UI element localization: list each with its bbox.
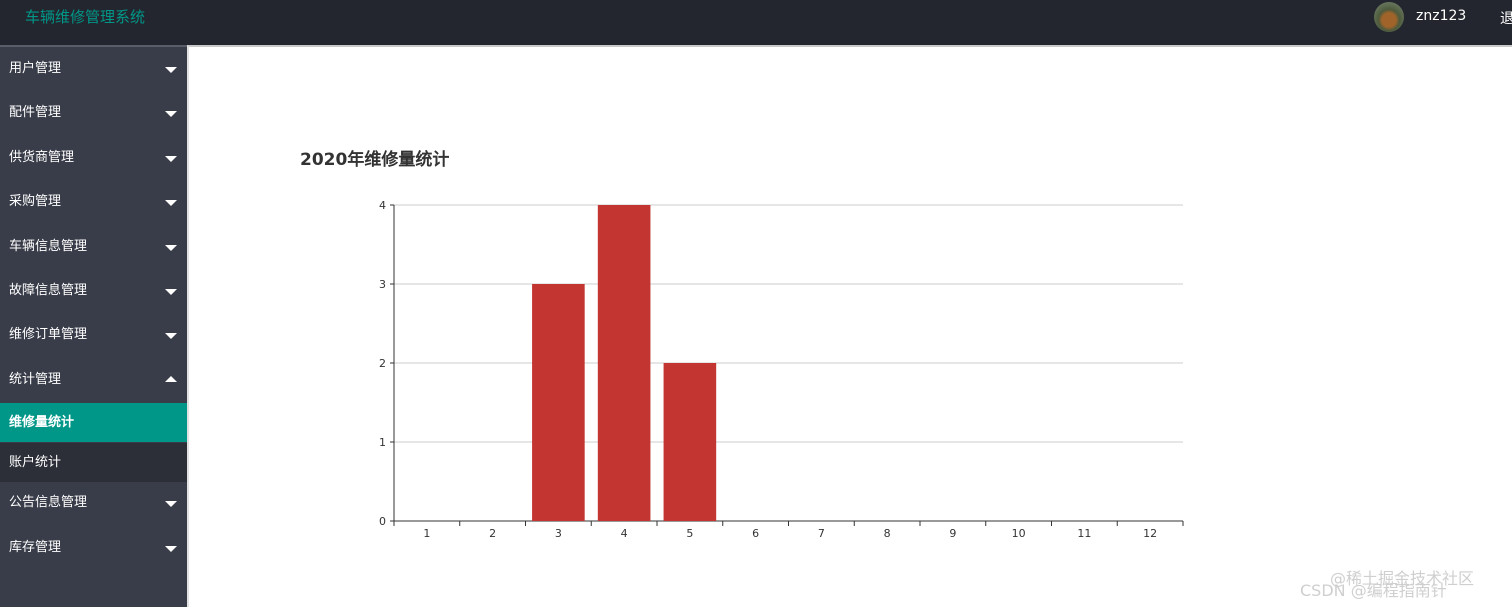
y-tick-label: 3 [379, 278, 386, 291]
menu-label: 统计管理 [9, 371, 62, 387]
menu-label: 采购管理 [9, 194, 62, 210]
x-tick-label: 2 [489, 527, 496, 540]
menu-label: 公告信息管理 [9, 495, 88, 511]
menu-label: 库存管理 [9, 539, 62, 555]
menu-arrow [165, 289, 177, 295]
menu-item[interactable]: 供货商管理 [0, 138, 187, 178]
menu-item[interactable]: 车辆信息管理 [0, 227, 187, 267]
menu-item[interactable]: 采购管理 [0, 182, 187, 222]
bar [597, 205, 651, 521]
content: 2020年维修量统计 0 1 2 3 4 1 2 3 4 5 6 7 8 9 10 11 12 [187, 45, 1512, 607]
submenu-item[interactable]: 账户统计 [0, 442, 187, 482]
menu-arrow [165, 375, 177, 382]
menu-arrow [165, 200, 177, 207]
y-tick-label: 0 [379, 515, 386, 528]
logout-link[interactable]: 退 [1500, 11, 1512, 27]
menu-label: 供货商管理 [9, 149, 75, 165]
menu-arrow [165, 545, 177, 552]
menu-label: 故障信息管理 [9, 283, 88, 298]
bar [532, 284, 585, 521]
chart-title: 2020年维修量统计 [300, 149, 449, 170]
menu-item[interactable]: 公告信息管理 [0, 483, 187, 523]
x-tick-label: 6 [752, 527, 759, 540]
menu-item[interactable]: 统计管理 [0, 360, 187, 400]
x-tick-label: 3 [555, 527, 562, 540]
x-tick-label: 9 [949, 527, 956, 540]
app-title: 车辆维修管理系统 [25, 8, 146, 26]
x-tick-label: 5 [686, 527, 693, 540]
menu-arrow [165, 155, 177, 162]
menu-label: 车辆信息管理 [9, 238, 88, 254]
top-bar: 车辆维修管理系统 znz123 退 [0, 0, 1512, 45]
menu-arrow [165, 244, 177, 251]
submenu-label: 账户统计 [9, 454, 62, 470]
submenu-label: 维修量统计 [9, 415, 75, 431]
x-tick-label: 11 [1077, 527, 1091, 540]
menu-arrow [165, 333, 177, 340]
x-tick-label: 10 [1012, 527, 1026, 540]
menu-item[interactable]: 故障信息管理 [0, 271, 187, 311]
menu-arrow [165, 67, 177, 73]
x-tick-label: 12 [1143, 527, 1157, 540]
menu-label: 用户管理 [9, 61, 62, 76]
menu-item[interactable]: 用户管理 [0, 49, 187, 89]
y-tick-label: 2 [379, 357, 386, 370]
submenu-item[interactable]: 维修量统计 [0, 403, 187, 443]
sidebar: 用户管理配件管理供货商管理采购管理车辆信息管理 故障信息管理 维修订单管理 统计管理维… [0, 45, 187, 607]
x-tick-label: 8 [884, 527, 891, 540]
x-tick-label: 1 [423, 527, 430, 540]
bar [663, 363, 717, 521]
x-tick-label: 7 [818, 527, 825, 540]
menu-item[interactable]: 配件管理 [0, 93, 187, 133]
watermark: CSDN @编程指南针 [1300, 581, 1447, 600]
menu-item[interactable]: 库存管理 [0, 528, 187, 568]
menu-item[interactable]: 维修订单管理 [0, 315, 187, 355]
menu-label: 配件管理 [9, 105, 62, 121]
y-tick-label: 1 [379, 436, 386, 449]
username[interactable]: znz123 [1416, 8, 1467, 24]
menu-arrow [165, 111, 177, 118]
menu-label: 维修订单管理 [9, 327, 88, 343]
avatar[interactable] [1374, 2, 1404, 32]
menu-arrow [165, 501, 177, 508]
y-tick-label: 4 [379, 199, 386, 212]
x-tick-label: 4 [621, 527, 628, 540]
watermark: @稀土掘金技术社区 [1330, 569, 1475, 588]
